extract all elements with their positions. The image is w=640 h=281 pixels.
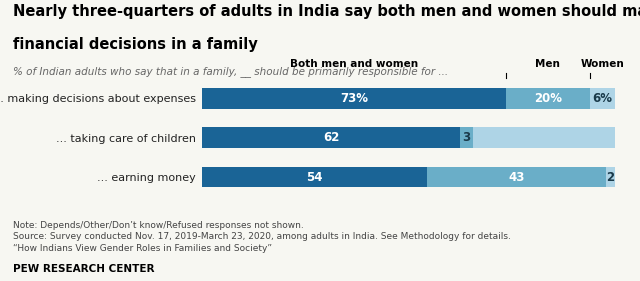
Text: financial decisions in a family: financial decisions in a family xyxy=(13,37,257,51)
Text: % of Indian adults who say that in a family, __ should be primarily responsible : % of Indian adults who say that in a fam… xyxy=(13,66,448,77)
Text: 73%: 73% xyxy=(340,92,368,105)
Bar xyxy=(202,128,460,148)
Bar xyxy=(473,128,614,148)
Text: 3: 3 xyxy=(463,131,470,144)
Bar xyxy=(589,88,614,108)
Text: Note: Depends/Other/Don’t know/Refused responses not shown.
Source: Survey condu: Note: Depends/Other/Don’t know/Refused r… xyxy=(13,221,511,253)
Text: 20%: 20% xyxy=(534,92,562,105)
Bar xyxy=(202,88,506,108)
Text: 54: 54 xyxy=(306,171,323,183)
Text: PEW RESEARCH CENTER: PEW RESEARCH CENTER xyxy=(13,264,154,274)
Text: Men: Men xyxy=(536,59,561,69)
Bar xyxy=(202,167,427,187)
Bar xyxy=(460,128,473,148)
Bar xyxy=(506,88,589,108)
Text: Both men and women: Both men and women xyxy=(290,59,418,69)
Text: Women: Women xyxy=(580,59,624,69)
Text: 62: 62 xyxy=(323,131,339,144)
Text: 6%: 6% xyxy=(592,92,612,105)
Bar xyxy=(427,167,606,187)
Text: Nearly three-quarters of adults in India say both men and women should make: Nearly three-quarters of adults in India… xyxy=(13,4,640,19)
Text: 43: 43 xyxy=(508,171,525,183)
Bar xyxy=(606,167,614,187)
Text: 2: 2 xyxy=(607,171,614,183)
